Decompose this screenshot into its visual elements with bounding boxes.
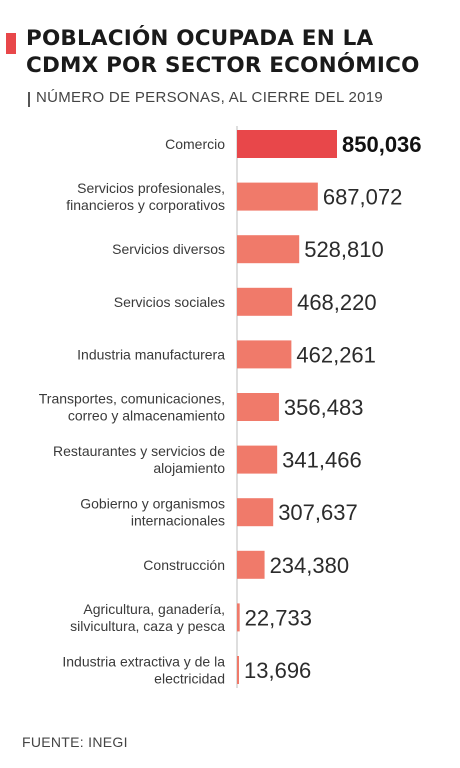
category-label-7-line-0: Gobierno y organismos <box>80 496 225 512</box>
category-label-3: Servicios sociales <box>114 294 225 310</box>
bar-9 <box>237 603 240 632</box>
bar-5 <box>237 393 279 421</box>
category-label-9-line-1: silvicultura, caza y pesca <box>70 618 225 634</box>
value-label-3: 468,220 <box>297 290 377 315</box>
value-label-0: 850,036 <box>342 132 422 157</box>
bar-0 <box>237 130 337 158</box>
value-label-2: 528,810 <box>304 237 384 262</box>
category-label-6-line-1: alojamiento <box>153 460 225 476</box>
chart-subtitle: NÚMERO DE PERSONAS, AL CIERRE DEL 2019 <box>36 89 384 106</box>
category-label-8: Construcción <box>143 557 225 573</box>
title-accent-bar <box>6 33 16 54</box>
bar-10 <box>237 656 239 684</box>
chart-title: POBLACIÓN OCUPADA EN LA CDMX POR SECTOR … <box>26 25 456 79</box>
value-label-7: 307,637 <box>278 500 358 525</box>
value-label-8: 234,380 <box>270 553 350 578</box>
bar-8 <box>237 550 265 579</box>
value-label-10: 13,696 <box>244 658 311 683</box>
category-label-1-line-0: Servicios profesionales, <box>77 180 225 196</box>
category-label-6-line-0: Restaurantes y servicios de <box>53 443 225 459</box>
bar-1 <box>237 182 318 211</box>
value-label-1: 687,072 <box>323 185 403 210</box>
bar-6 <box>237 445 278 474</box>
chart-title-line-1: POBLACIÓN OCUPADA EN LA <box>26 26 374 51</box>
category-label-4: Industria manufacturera <box>77 346 225 362</box>
value-label-5: 356,483 <box>284 395 364 420</box>
value-label-6: 341,466 <box>282 448 362 473</box>
category-label-10-line-0: Industria extractiva y de la <box>62 654 225 670</box>
bar-2 <box>237 235 300 264</box>
category-label-2: Servicios diversos <box>112 241 225 257</box>
category-label-7-line-1: internacionales <box>131 513 225 529</box>
chart-title-line-2: CDMX POR SECTOR ECONÓMICO <box>26 53 420 78</box>
category-label-9-line-0: Agricultura, ganadería, <box>83 601 225 617</box>
category-label-5-line-1: correo y almacenamiento <box>68 408 225 424</box>
category-label-10-line-1: electricidad <box>154 671 225 687</box>
category-label-0: Comercio <box>165 136 225 152</box>
bar-4 <box>237 340 292 369</box>
category-label-1-line-1: financieros y corporativos <box>66 197 225 213</box>
bar-3 <box>237 287 293 316</box>
bar-7 <box>237 498 274 527</box>
subtitle-rule <box>28 92 30 107</box>
category-label-5-line-0: Transportes, comunicaciones, <box>39 391 225 407</box>
source-note: FUENTE: INEGI <box>22 734 128 750</box>
value-label-4: 462,261 <box>296 342 376 367</box>
value-label-9: 22,733 <box>245 605 312 630</box>
